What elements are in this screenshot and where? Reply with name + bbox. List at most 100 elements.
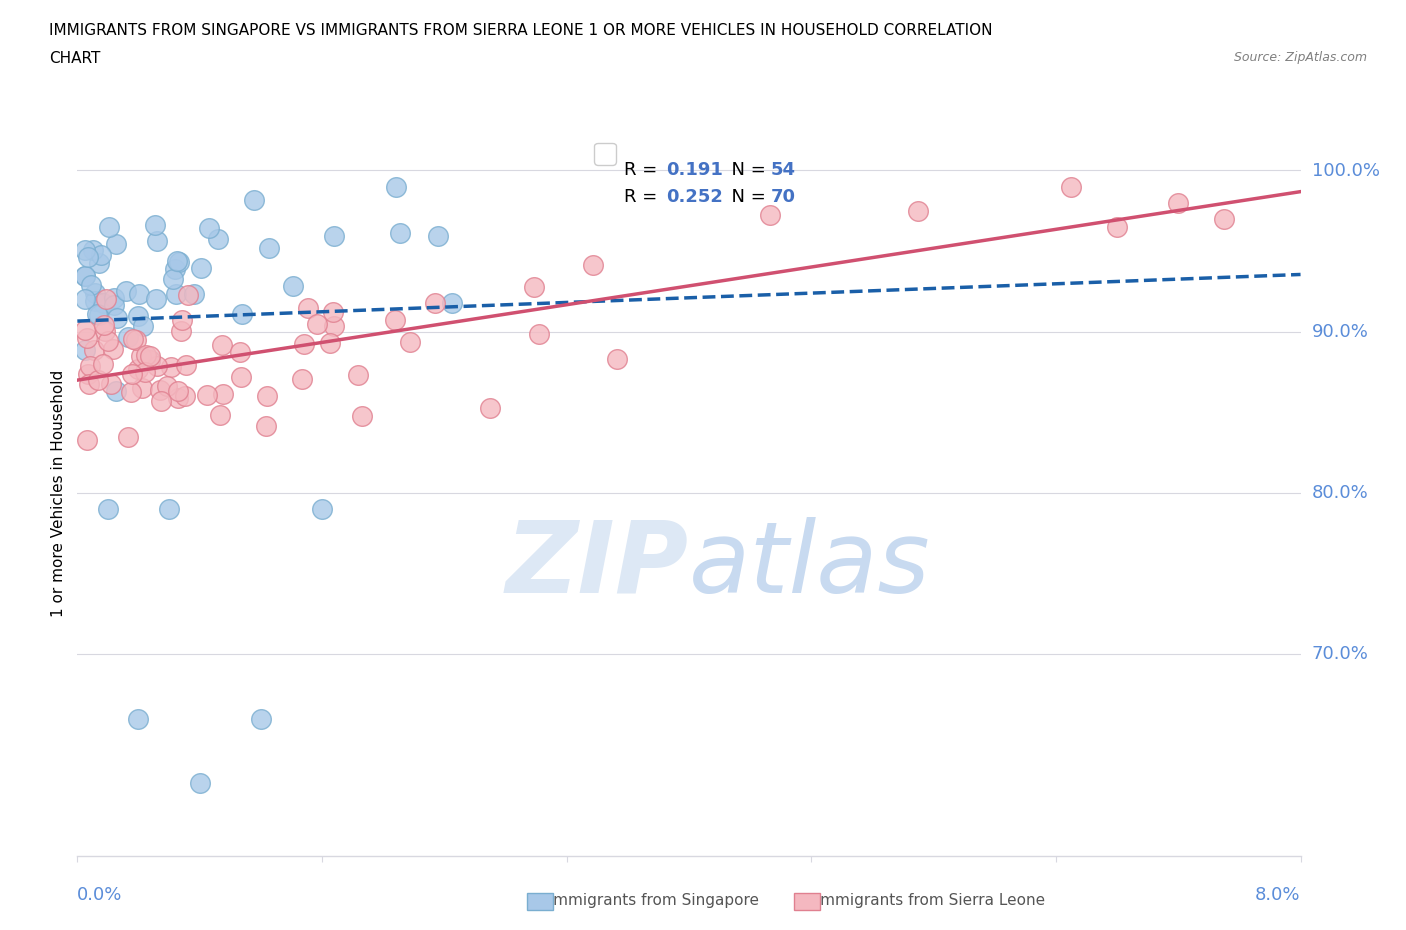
Point — [77, 367, 100, 382]
Point — [250, 711, 273, 726]
Point — [131, 380, 153, 395]
Point — [84, 293, 107, 308]
Point — [76, 433, 98, 448]
Point — [323, 318, 346, 333]
Point — [87, 308, 110, 323]
Point — [73, 342, 96, 357]
Point — [254, 418, 277, 433]
Point — [384, 179, 406, 194]
Point — [323, 229, 346, 244]
Point — [243, 193, 266, 207]
Point — [441, 296, 464, 311]
Point — [167, 255, 190, 270]
Point — [135, 348, 157, 363]
Point — [79, 377, 101, 392]
Point — [257, 241, 280, 256]
Point — [77, 249, 100, 264]
Text: atlas: atlas — [689, 517, 931, 614]
Point — [177, 287, 200, 302]
Text: N =: N = — [720, 161, 772, 179]
Text: 90.0%: 90.0% — [1312, 323, 1368, 340]
Point — [163, 261, 186, 276]
Point — [292, 337, 315, 352]
Point — [100, 377, 122, 392]
Point — [1107, 219, 1129, 234]
Point — [1167, 195, 1189, 210]
Point — [311, 501, 333, 516]
Point — [347, 368, 370, 383]
Point — [127, 362, 149, 377]
Point — [117, 329, 139, 344]
Point — [87, 256, 110, 271]
Point — [209, 408, 232, 423]
Point — [231, 306, 253, 321]
Point — [198, 220, 221, 235]
Text: CHART: CHART — [49, 51, 101, 66]
Point — [94, 324, 117, 339]
Point — [167, 384, 190, 399]
Point — [157, 501, 180, 516]
Point — [188, 776, 211, 790]
Point — [162, 272, 184, 286]
Point — [101, 341, 124, 356]
Point — [73, 269, 96, 284]
Y-axis label: 1 or more Vehicles in Household: 1 or more Vehicles in Household — [51, 369, 66, 617]
Point — [398, 335, 420, 350]
Point — [1060, 179, 1083, 194]
Point — [146, 233, 169, 248]
Point — [174, 358, 197, 373]
Point — [167, 391, 190, 405]
Point — [139, 352, 162, 367]
Point — [134, 365, 156, 379]
Point — [94, 291, 117, 306]
Point — [139, 352, 162, 367]
Text: IMMIGRANTS FROM SINGAPORE VS IMMIGRANTS FROM SIERRA LEONE 1 OR MORE VEHICLES IN : IMMIGRANTS FROM SINGAPORE VS IMMIGRANTS … — [49, 23, 993, 38]
Point — [229, 344, 252, 359]
Point — [98, 219, 121, 234]
Point — [86, 307, 108, 322]
Point — [129, 349, 152, 364]
Text: 0.0%: 0.0% — [77, 886, 122, 904]
Point — [165, 287, 187, 302]
Point — [1213, 211, 1236, 226]
Point — [79, 359, 101, 374]
Point — [582, 258, 605, 272]
Point — [139, 349, 162, 364]
Point — [297, 300, 319, 315]
Point — [87, 372, 110, 387]
Point — [121, 366, 143, 381]
Point — [127, 711, 149, 726]
Point — [97, 501, 120, 516]
Point — [173, 389, 195, 404]
Text: 70: 70 — [770, 188, 796, 206]
Point — [195, 388, 218, 403]
Point — [183, 286, 205, 301]
Text: ZIP: ZIP — [506, 517, 689, 614]
Point — [281, 279, 304, 294]
Point — [128, 286, 150, 301]
Point — [190, 261, 212, 276]
Text: 70.0%: 70.0% — [1312, 645, 1368, 663]
Point — [527, 326, 550, 341]
Point — [256, 388, 278, 403]
Point — [105, 383, 128, 398]
Point — [170, 324, 193, 339]
Point — [907, 204, 929, 219]
Point — [146, 359, 169, 374]
Point — [606, 352, 628, 366]
Point — [207, 232, 229, 246]
Text: 0.191: 0.191 — [666, 161, 724, 179]
Text: Immigrants from Singapore: Immigrants from Singapore — [534, 893, 759, 908]
Text: R =: R = — [624, 188, 664, 206]
Text: R =: R = — [624, 161, 664, 179]
Text: 80.0%: 80.0% — [1312, 484, 1368, 502]
Point — [156, 379, 179, 394]
Point — [166, 254, 188, 269]
Point — [73, 323, 96, 338]
Point — [76, 331, 98, 346]
Point — [427, 229, 450, 244]
Point — [125, 333, 148, 348]
Point — [145, 292, 167, 307]
Point — [105, 311, 128, 325]
Point — [523, 280, 546, 295]
